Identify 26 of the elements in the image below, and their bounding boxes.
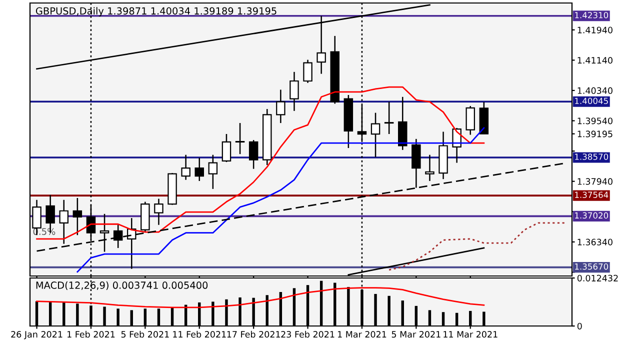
- ref-line-label: 1.35670: [575, 263, 608, 270]
- chart-title: GBPUSD,Daily 1.39871 1.40034 1.39189 1.39195: [36, 7, 276, 17]
- x-tick-label: 1 Mar 2021: [338, 331, 386, 338]
- x-tick-label: 5 Mar 2021: [392, 331, 440, 338]
- y-tick-label: 1.40340: [578, 87, 612, 94]
- x-tick-label: 23 Feb 2021: [281, 330, 334, 338]
- y-tick-label: 1.39540: [578, 118, 612, 124]
- x-tick-label: 11 Feb 2021: [173, 330, 226, 338]
- ref-line-label: 1.38570: [575, 154, 608, 160]
- y-tick-label: 1.39195: [578, 130, 612, 138]
- ref-line-label: 1.37564: [575, 192, 608, 198]
- x-tick-label: 11 Mar 2021: [444, 331, 498, 338]
- ref-line-label: 1.40045: [575, 98, 608, 104]
- x-tick-label: 26 Jan 2021: [11, 331, 62, 340]
- y-tick-label: 1.41940: [578, 26, 612, 34]
- x-tick-label: 1 Feb 2021: [67, 330, 115, 338]
- y-tick-label: 1.36340: [578, 238, 612, 246]
- ref-line-label: 1.37020: [575, 212, 608, 219]
- y-tick-label: 1.41140: [578, 57, 612, 64]
- y-tick-label: 0: [577, 322, 582, 330]
- ref-line-label: 1.42310: [575, 12, 608, 18]
- y-tick-label: 0.012432: [577, 274, 618, 282]
- y-tick-label: 1.37940: [578, 178, 612, 185]
- chart-title: MACD(12,26,9) 0.003741 0.005400: [36, 281, 208, 290]
- x-tick-label: 5 Feb 2021: [121, 330, 169, 338]
- x-tick-label: 17 Feb 2021: [227, 330, 280, 338]
